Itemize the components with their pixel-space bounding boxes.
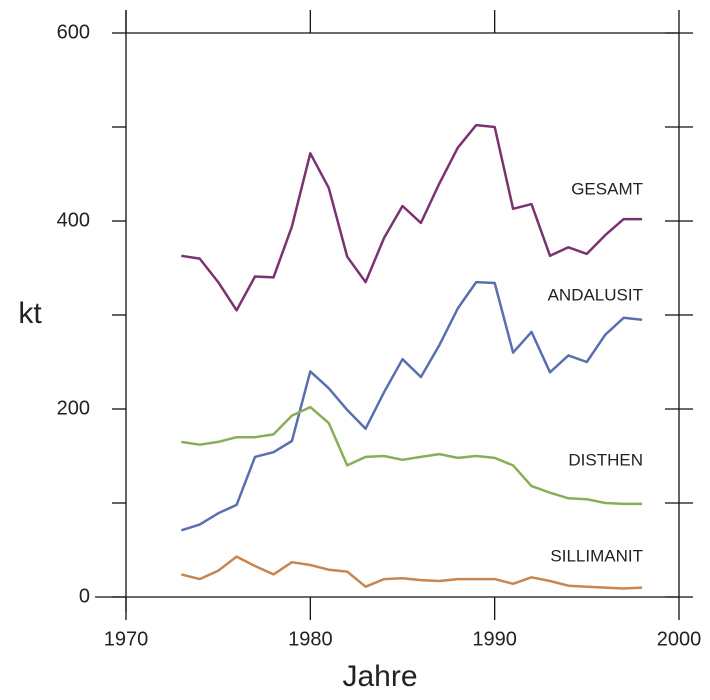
x-tick-label: 1990 (472, 628, 517, 650)
y-tick-label: 400 (57, 209, 90, 231)
series-line (181, 123, 643, 312)
y-tick-label: 200 (57, 397, 90, 419)
x-axis-label: Jahre (342, 660, 417, 693)
x-tick-label: 1980 (288, 628, 333, 650)
series-line (180, 555, 643, 590)
y-tick-label: 0 (79, 585, 90, 607)
x-tick-label: 2000 (657, 628, 702, 650)
series-line (181, 405, 643, 506)
series-label: DISTHEN (568, 450, 643, 469)
x-tick-label: 1970 (104, 628, 149, 650)
series-label: SILLIMANIT (550, 546, 643, 565)
series-label: ANDALUSIT (548, 285, 643, 304)
series-label: GESAMT (571, 179, 643, 198)
series-line (180, 280, 643, 532)
y-axis-label: kt (18, 297, 42, 330)
y-tick-label: 600 (57, 21, 90, 43)
